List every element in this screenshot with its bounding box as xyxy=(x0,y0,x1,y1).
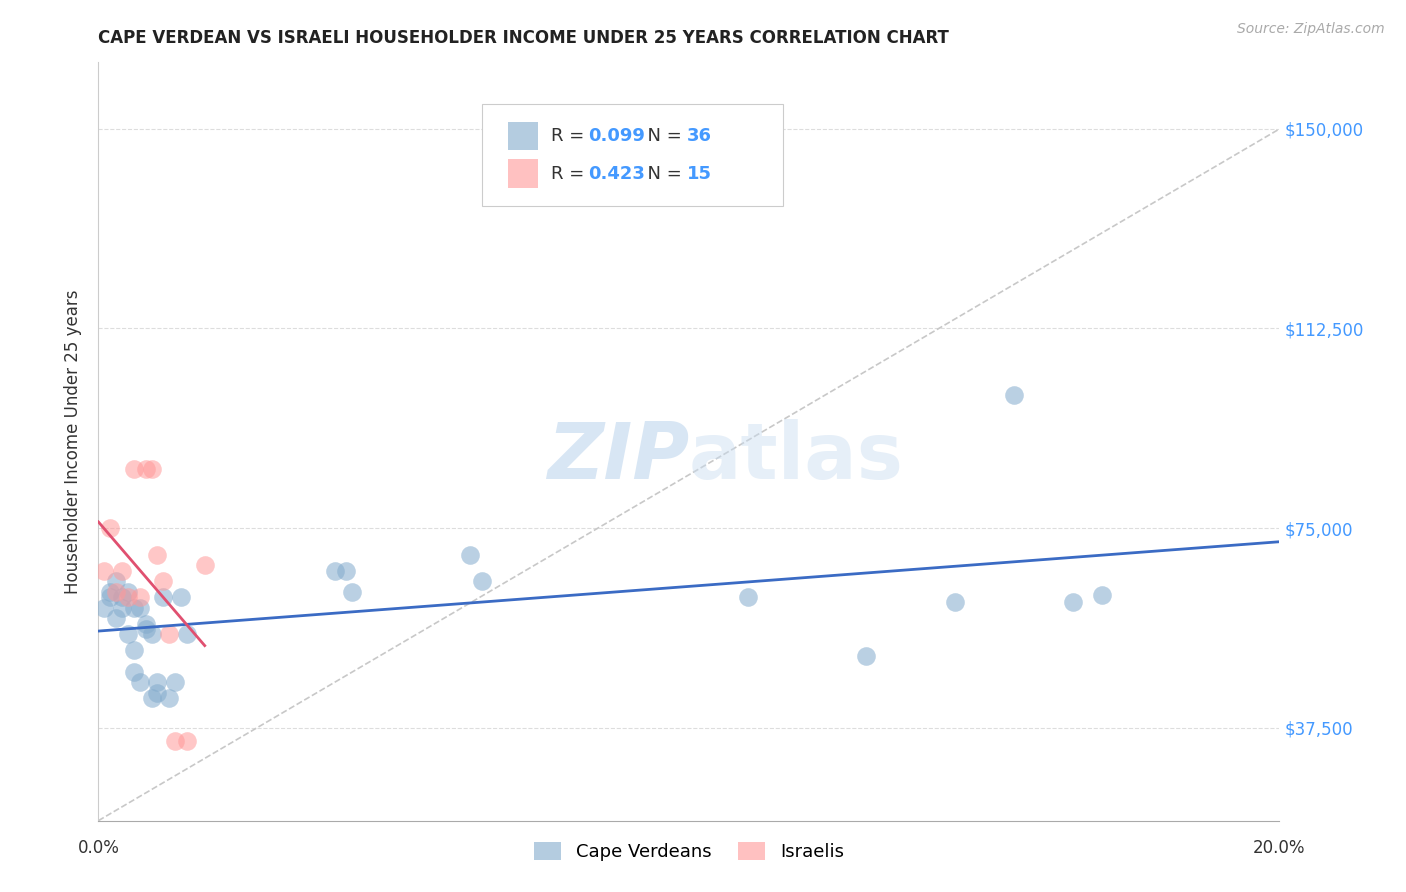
Text: R =: R = xyxy=(551,165,589,183)
Point xyxy=(117,590,139,604)
Point xyxy=(93,600,115,615)
Point xyxy=(122,643,145,657)
Text: 0.099: 0.099 xyxy=(589,127,645,145)
Point xyxy=(135,616,157,631)
Point xyxy=(165,675,187,690)
Point xyxy=(1002,388,1025,402)
Point xyxy=(471,574,494,589)
Text: 20.0%: 20.0% xyxy=(1253,839,1306,857)
Point xyxy=(176,627,198,641)
Legend: Cape Verdeans, Israelis: Cape Verdeans, Israelis xyxy=(527,835,851,869)
Point xyxy=(117,585,139,599)
Point xyxy=(737,590,759,604)
Point xyxy=(111,564,134,578)
Point xyxy=(135,462,157,476)
Point xyxy=(105,611,128,625)
Point xyxy=(98,590,121,604)
Point xyxy=(170,590,193,604)
Point xyxy=(1062,595,1084,609)
Point xyxy=(111,600,134,615)
Point xyxy=(128,675,150,690)
Point xyxy=(460,548,482,562)
Point xyxy=(105,585,128,599)
Point xyxy=(122,665,145,679)
Text: 0.423: 0.423 xyxy=(589,165,645,183)
Point xyxy=(194,558,217,573)
Point xyxy=(141,462,163,476)
Point xyxy=(176,734,198,748)
Point xyxy=(98,521,121,535)
FancyBboxPatch shape xyxy=(508,160,537,188)
Text: 36: 36 xyxy=(686,127,711,145)
FancyBboxPatch shape xyxy=(508,121,537,151)
Point xyxy=(943,595,966,609)
Point xyxy=(152,590,174,604)
Point xyxy=(165,734,187,748)
Text: R =: R = xyxy=(551,127,589,145)
Text: Source: ZipAtlas.com: Source: ZipAtlas.com xyxy=(1237,22,1385,37)
Point xyxy=(335,564,357,578)
Text: atlas: atlas xyxy=(689,418,904,495)
Point xyxy=(98,585,121,599)
Point xyxy=(855,648,877,663)
Point xyxy=(105,574,128,589)
Text: CAPE VERDEAN VS ISRAELI HOUSEHOLDER INCOME UNDER 25 YEARS CORRELATION CHART: CAPE VERDEAN VS ISRAELI HOUSEHOLDER INCO… xyxy=(98,29,949,47)
Text: N =: N = xyxy=(636,127,688,145)
Point xyxy=(1091,587,1114,601)
Point xyxy=(93,564,115,578)
Point xyxy=(141,627,163,641)
Point xyxy=(157,691,180,706)
Point xyxy=(323,564,346,578)
Point xyxy=(146,675,169,690)
Text: ZIP: ZIP xyxy=(547,418,689,495)
Point xyxy=(342,585,364,599)
Point xyxy=(117,627,139,641)
Text: 15: 15 xyxy=(686,165,711,183)
Point xyxy=(122,462,145,476)
Point xyxy=(141,691,163,706)
Text: N =: N = xyxy=(636,165,688,183)
Point xyxy=(157,627,180,641)
Point xyxy=(128,590,150,604)
Point xyxy=(146,548,169,562)
Point xyxy=(146,686,169,700)
Y-axis label: Householder Income Under 25 years: Householder Income Under 25 years xyxy=(65,289,83,594)
Point xyxy=(128,600,150,615)
Point xyxy=(152,574,174,589)
Text: 0.0%: 0.0% xyxy=(77,839,120,857)
Point xyxy=(135,622,157,636)
Point xyxy=(111,590,134,604)
Point xyxy=(122,600,145,615)
FancyBboxPatch shape xyxy=(482,104,783,206)
